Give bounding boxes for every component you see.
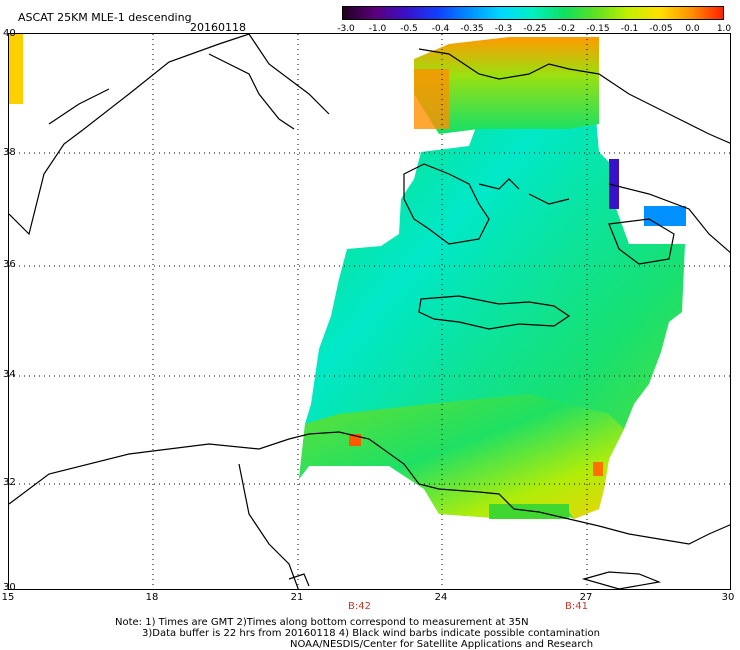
color-scale-label: -1.0 [368,24,387,34]
color-scale-label: 1.0 [716,24,732,34]
coastlines [9,34,730,589]
note-line-3: NOAA/NESDIS/Center for Satellite Applica… [290,639,594,650]
swath-purple-patch [609,159,619,209]
swath-south [299,394,624,519]
x-tick: 27 [579,592,593,603]
color-scale-label: -0.25 [523,24,547,34]
x-tick: 18 [145,592,159,603]
map-area[interactable] [8,33,731,590]
note-line-2: 3)Data buffer is 22 hrs from 20160118 4)… [142,628,600,639]
color-scale-label: -0.4 [431,24,450,34]
map-date: 20160118 [190,21,246,34]
x-tick: 30 [721,592,735,603]
y-tick: 40 [3,28,16,39]
map-title: ASCAT 25KM MLE-1 descending [18,11,192,24]
y-tick: 38 [3,147,16,158]
x-tick: 15 [1,592,15,603]
y-tick: 36 [3,259,16,270]
color-scale-bar [342,6,724,20]
color-scale-label: -0.2 [557,24,576,34]
color-scale-labels: -3.0 -1.0 -0.5 -0.4 -0.35 -0.3 -0.25 -0.2 -0.15-… [330,24,740,36]
color-scale-label: 0.0 [685,24,700,34]
swath-orange-patch [414,69,449,129]
color-scale-label: -0.35 [460,24,484,34]
color-scale-label: -0.05 [649,24,673,34]
swath-green-tail [489,504,569,519]
color-scale-label: -0.5 [400,24,418,34]
swath-west-patch [9,34,23,104]
map-svg [9,34,730,589]
color-scale-label: -0.3 [494,24,513,34]
swath-red-spot-2 [593,462,603,476]
color-scale-label: -3.0 [337,24,355,34]
orbit-label-2: B:41 [565,601,588,612]
y-tick: 32 [3,477,16,488]
note-line-1: Note: 1) Times are GMT 2)Times along bot… [115,617,529,628]
x-tick: 21 [290,592,304,603]
orbit-label-1: B:42 [348,601,371,612]
graticule [9,34,730,589]
y-tick: 30 [3,582,16,593]
color-scale-label: -0.15 [586,24,610,34]
x-tick: 24 [434,592,448,603]
swath-blue-patch [644,206,686,226]
color-scale-label: -0.1 [620,24,639,34]
y-tick: 34 [3,369,16,380]
